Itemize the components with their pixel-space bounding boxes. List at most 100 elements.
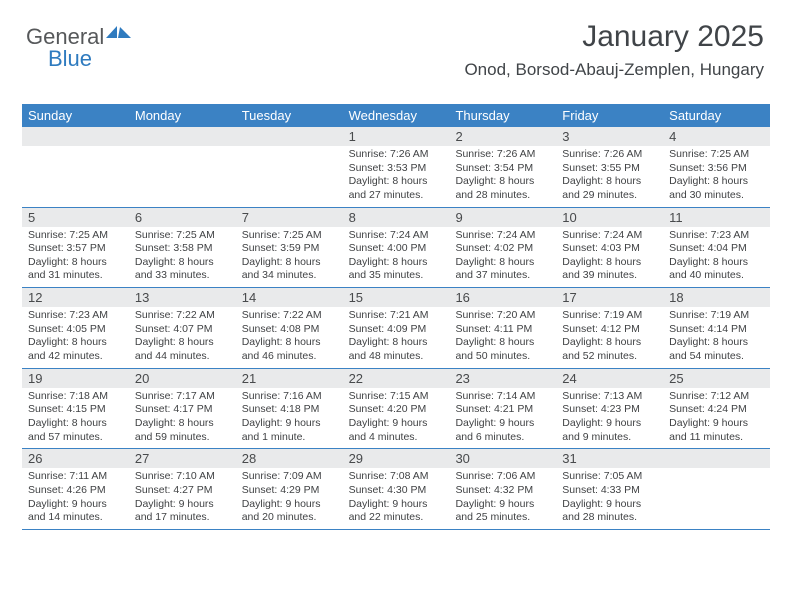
daylight-line: Daylight: 9 hours and 25 minutes. bbox=[455, 498, 550, 525]
cell-body: Sunrise: 7:25 AMSunset: 3:56 PMDaylight:… bbox=[663, 146, 770, 207]
sunset-line: Sunset: 4:20 PM bbox=[349, 403, 444, 417]
sunset-line: Sunset: 4:21 PM bbox=[455, 403, 550, 417]
cell-body: Sunrise: 7:14 AMSunset: 4:21 PMDaylight:… bbox=[449, 388, 556, 449]
daylight-line: Daylight: 9 hours and 11 minutes. bbox=[669, 417, 764, 444]
sunrise-line: Sunrise: 7:09 AM bbox=[242, 470, 337, 484]
sunset-line: Sunset: 4:30 PM bbox=[349, 484, 444, 498]
day-header: Friday bbox=[556, 104, 663, 127]
sunset-line: Sunset: 3:53 PM bbox=[349, 162, 444, 176]
calendar-cell: 14Sunrise: 7:22 AMSunset: 4:08 PMDayligh… bbox=[236, 288, 343, 368]
header: January 2025 Onod, Borsod-Abauj-Zemplen,… bbox=[464, 20, 764, 80]
sunrise-line: Sunrise: 7:22 AM bbox=[135, 309, 230, 323]
logo-text-blue-wrap: Blue bbox=[48, 46, 92, 72]
day-number: 12 bbox=[22, 288, 129, 307]
cell-body: Sunrise: 7:22 AMSunset: 4:08 PMDaylight:… bbox=[236, 307, 343, 368]
cell-body: Sunrise: 7:26 AMSunset: 3:54 PMDaylight:… bbox=[449, 146, 556, 207]
daylight-line: Daylight: 9 hours and 6 minutes. bbox=[455, 417, 550, 444]
day-number: 17 bbox=[556, 288, 663, 307]
day-number: 25 bbox=[663, 369, 770, 388]
daylight-line: Daylight: 8 hours and 27 minutes. bbox=[349, 175, 444, 202]
day-header: Thursday bbox=[449, 104, 556, 127]
calendar-cell bbox=[129, 127, 236, 207]
daylight-line: Daylight: 8 hours and 37 minutes. bbox=[455, 256, 550, 283]
cell-body: Sunrise: 7:24 AMSunset: 4:03 PMDaylight:… bbox=[556, 227, 663, 288]
calendar-cell: 29Sunrise: 7:08 AMSunset: 4:30 PMDayligh… bbox=[343, 449, 450, 529]
day-number: 18 bbox=[663, 288, 770, 307]
sunset-line: Sunset: 4:24 PM bbox=[669, 403, 764, 417]
logo-text-blue: Blue bbox=[48, 46, 92, 71]
day-number: 30 bbox=[449, 449, 556, 468]
day-number: 10 bbox=[556, 208, 663, 227]
day-number: 16 bbox=[449, 288, 556, 307]
cell-body: Sunrise: 7:24 AMSunset: 4:02 PMDaylight:… bbox=[449, 227, 556, 288]
sunset-line: Sunset: 4:26 PM bbox=[28, 484, 123, 498]
calendar-cell: 6Sunrise: 7:25 AMSunset: 3:58 PMDaylight… bbox=[129, 208, 236, 288]
sunset-line: Sunset: 4:33 PM bbox=[562, 484, 657, 498]
sunset-line: Sunset: 4:09 PM bbox=[349, 323, 444, 337]
week-row: 19Sunrise: 7:18 AMSunset: 4:15 PMDayligh… bbox=[22, 369, 770, 450]
daylight-line: Daylight: 9 hours and 9 minutes. bbox=[562, 417, 657, 444]
calendar-cell: 13Sunrise: 7:22 AMSunset: 4:07 PMDayligh… bbox=[129, 288, 236, 368]
sunrise-line: Sunrise: 7:26 AM bbox=[349, 148, 444, 162]
day-number: 1 bbox=[343, 127, 450, 146]
calendar-cell: 2Sunrise: 7:26 AMSunset: 3:54 PMDaylight… bbox=[449, 127, 556, 207]
daylight-line: Daylight: 8 hours and 33 minutes. bbox=[135, 256, 230, 283]
calendar-cell: 15Sunrise: 7:21 AMSunset: 4:09 PMDayligh… bbox=[343, 288, 450, 368]
daylight-line: Daylight: 8 hours and 29 minutes. bbox=[562, 175, 657, 202]
sunrise-line: Sunrise: 7:23 AM bbox=[669, 229, 764, 243]
daylight-line: Daylight: 8 hours and 39 minutes. bbox=[562, 256, 657, 283]
sunrise-line: Sunrise: 7:13 AM bbox=[562, 390, 657, 404]
day-header: Wednesday bbox=[343, 104, 450, 127]
sunset-line: Sunset: 4:27 PM bbox=[135, 484, 230, 498]
sunset-line: Sunset: 3:56 PM bbox=[669, 162, 764, 176]
calendar-cell: 10Sunrise: 7:24 AMSunset: 4:03 PMDayligh… bbox=[556, 208, 663, 288]
cell-body: Sunrise: 7:26 AMSunset: 3:55 PMDaylight:… bbox=[556, 146, 663, 207]
calendar-cell: 20Sunrise: 7:17 AMSunset: 4:17 PMDayligh… bbox=[129, 369, 236, 449]
sunset-line: Sunset: 4:15 PM bbox=[28, 403, 123, 417]
cell-body: Sunrise: 7:08 AMSunset: 4:30 PMDaylight:… bbox=[343, 468, 450, 529]
sunrise-line: Sunrise: 7:11 AM bbox=[28, 470, 123, 484]
day-number bbox=[236, 127, 343, 146]
cell-body: Sunrise: 7:10 AMSunset: 4:27 PMDaylight:… bbox=[129, 468, 236, 529]
sunset-line: Sunset: 4:14 PM bbox=[669, 323, 764, 337]
daylight-line: Daylight: 9 hours and 1 minute. bbox=[242, 417, 337, 444]
daylight-line: Daylight: 8 hours and 50 minutes. bbox=[455, 336, 550, 363]
day-number: 7 bbox=[236, 208, 343, 227]
day-header: Sunday bbox=[22, 104, 129, 127]
cell-body: Sunrise: 7:23 AMSunset: 4:05 PMDaylight:… bbox=[22, 307, 129, 368]
day-number bbox=[663, 449, 770, 468]
cell-body: Sunrise: 7:15 AMSunset: 4:20 PMDaylight:… bbox=[343, 388, 450, 449]
day-number: 14 bbox=[236, 288, 343, 307]
week-row: 26Sunrise: 7:11 AMSunset: 4:26 PMDayligh… bbox=[22, 449, 770, 530]
daylight-line: Daylight: 8 hours and 48 minutes. bbox=[349, 336, 444, 363]
cell-body bbox=[129, 146, 236, 152]
logo-flag-icon bbox=[106, 22, 132, 45]
calendar-cell: 16Sunrise: 7:20 AMSunset: 4:11 PMDayligh… bbox=[449, 288, 556, 368]
day-number: 8 bbox=[343, 208, 450, 227]
daylight-line: Daylight: 8 hours and 57 minutes. bbox=[28, 417, 123, 444]
cell-body: Sunrise: 7:12 AMSunset: 4:24 PMDaylight:… bbox=[663, 388, 770, 449]
cell-body: Sunrise: 7:05 AMSunset: 4:33 PMDaylight:… bbox=[556, 468, 663, 529]
sunset-line: Sunset: 3:54 PM bbox=[455, 162, 550, 176]
cell-body: Sunrise: 7:17 AMSunset: 4:17 PMDaylight:… bbox=[129, 388, 236, 449]
daylight-line: Daylight: 9 hours and 28 minutes. bbox=[562, 498, 657, 525]
day-number: 6 bbox=[129, 208, 236, 227]
sunrise-line: Sunrise: 7:23 AM bbox=[28, 309, 123, 323]
sunset-line: Sunset: 4:11 PM bbox=[455, 323, 550, 337]
sunrise-line: Sunrise: 7:05 AM bbox=[562, 470, 657, 484]
sunset-line: Sunset: 4:32 PM bbox=[455, 484, 550, 498]
week-row: 1Sunrise: 7:26 AMSunset: 3:53 PMDaylight… bbox=[22, 127, 770, 208]
day-number: 24 bbox=[556, 369, 663, 388]
sunset-line: Sunset: 4:04 PM bbox=[669, 242, 764, 256]
calendar-cell: 23Sunrise: 7:14 AMSunset: 4:21 PMDayligh… bbox=[449, 369, 556, 449]
sunset-line: Sunset: 4:29 PM bbox=[242, 484, 337, 498]
week-row: 12Sunrise: 7:23 AMSunset: 4:05 PMDayligh… bbox=[22, 288, 770, 369]
calendar: SundayMondayTuesdayWednesdayThursdayFrid… bbox=[22, 104, 770, 530]
daylight-line: Daylight: 8 hours and 28 minutes. bbox=[455, 175, 550, 202]
week-row: 5Sunrise: 7:25 AMSunset: 3:57 PMDaylight… bbox=[22, 208, 770, 289]
sunset-line: Sunset: 3:57 PM bbox=[28, 242, 123, 256]
sunset-line: Sunset: 4:00 PM bbox=[349, 242, 444, 256]
sunset-line: Sunset: 4:02 PM bbox=[455, 242, 550, 256]
calendar-cell: 12Sunrise: 7:23 AMSunset: 4:05 PMDayligh… bbox=[22, 288, 129, 368]
cell-body: Sunrise: 7:16 AMSunset: 4:18 PMDaylight:… bbox=[236, 388, 343, 449]
